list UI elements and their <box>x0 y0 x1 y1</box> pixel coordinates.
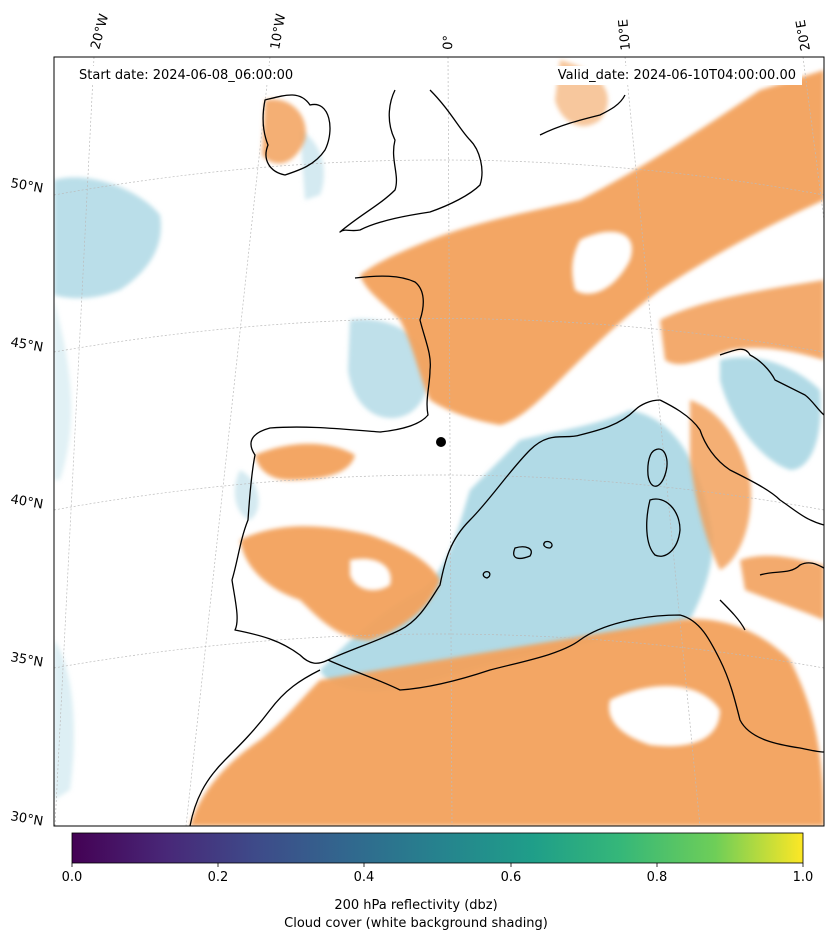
parallel-label: 40°N <box>9 492 44 512</box>
valid-date-label: Valid_date: 2024-06-10T04:00:00.00 <box>551 66 802 85</box>
colorbar-sublabel: Cloud cover (white background shading) <box>284 916 548 931</box>
colorbar-tick-label: 0.8 <box>646 870 668 885</box>
meridian-label: 20°E <box>794 19 814 52</box>
graticule <box>54 57 824 826</box>
parallel-label: 50°N <box>9 176 44 196</box>
parallel-label: 30°N <box>9 809 44 829</box>
colorbar-tick-label: 0.0 <box>61 870 83 885</box>
reflectivity-shading <box>54 130 821 800</box>
meridian-label: 0° <box>441 35 457 50</box>
colorbar-label: 200 hPa reflectivity (dbz) <box>334 898 498 913</box>
colorbar-ticks: 0.0 0.2 0.4 0.6 0.8 1.0 <box>0 870 832 888</box>
colorbar-tick-label: 0.4 <box>353 870 375 885</box>
colorbar-tick-label: 0.2 <box>207 870 229 885</box>
parallel-label: 35°N <box>9 650 44 670</box>
meridian-label: 10°W <box>268 13 289 51</box>
coastlines <box>189 89 824 826</box>
meridian-label: 10°E <box>616 19 634 51</box>
parallel-label: 45°N <box>9 335 44 355</box>
colorbar-tick-label: 1.0 <box>792 870 814 885</box>
clear-sky-gaps <box>350 231 720 747</box>
meridian-label: 20°W <box>88 12 112 51</box>
map-frame <box>53 56 825 827</box>
colorbar <box>71 832 804 864</box>
map-location-marker <box>436 437 446 447</box>
parallel-labels: 50°N 45°N 40°N 35°N 30°N <box>9 176 44 829</box>
colorbar-tick-label: 0.6 <box>500 870 522 885</box>
colorbar-tick-marks <box>71 863 804 867</box>
meridian-labels: 20°W 10°W 0° 10°E 20°E <box>88 12 814 52</box>
start-date-label: Start date: 2024-06-08_06:00:00 <box>73 66 300 85</box>
